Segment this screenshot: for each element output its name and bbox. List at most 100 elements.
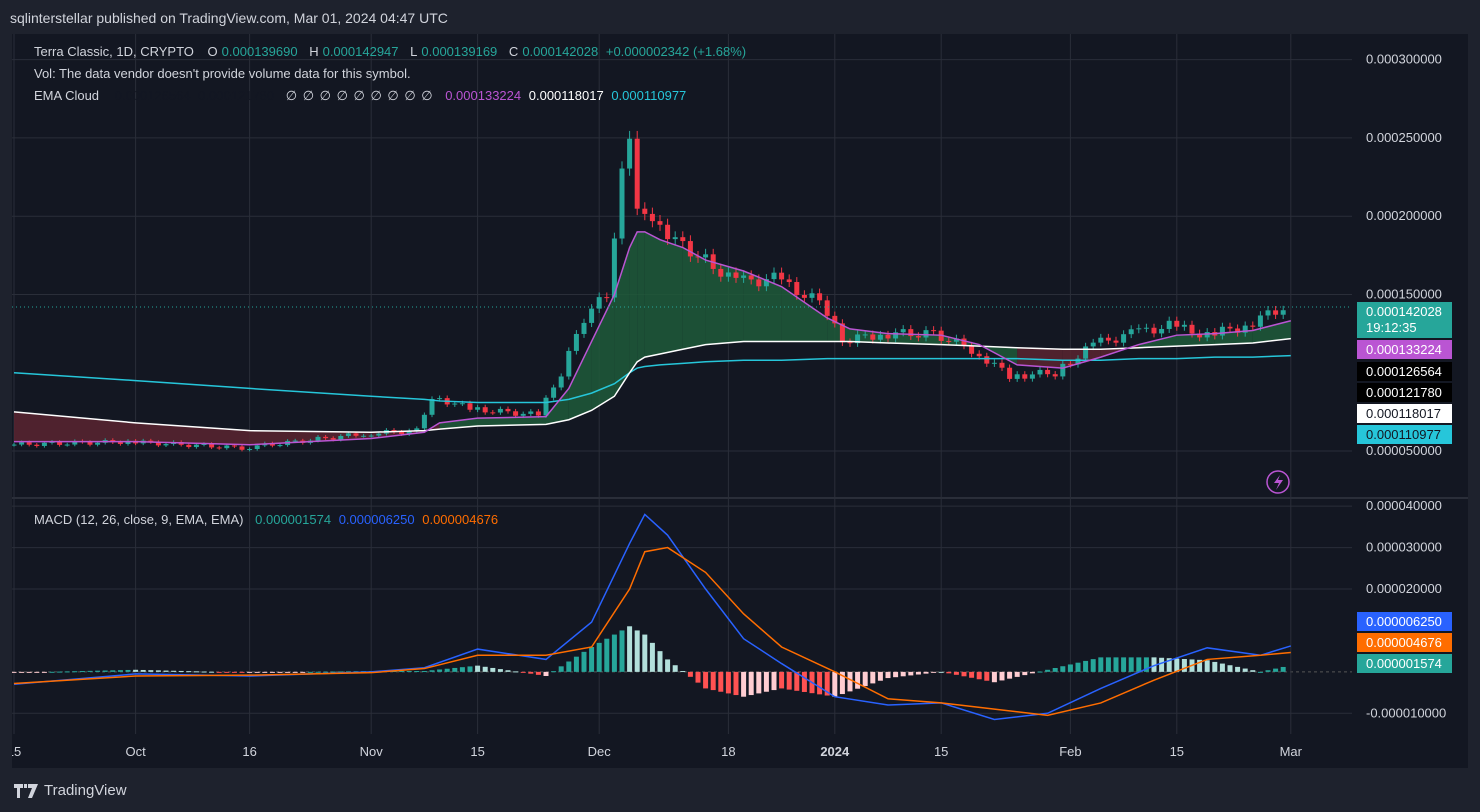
macd-hist-bar	[581, 651, 587, 672]
macd-hist-bar	[133, 669, 139, 672]
candle-body	[627, 138, 633, 169]
candle-body	[847, 342, 853, 344]
candle-body	[277, 445, 283, 447]
candle-body	[125, 440, 131, 444]
candle-body	[505, 408, 511, 412]
candle-body	[1128, 329, 1134, 335]
ema-cloud-segment	[477, 416, 546, 426]
candle-body	[1257, 315, 1263, 327]
candle-body	[991, 362, 997, 364]
candle-body	[649, 213, 655, 222]
macd-hist-bar	[231, 671, 237, 673]
candle-body	[414, 428, 420, 431]
macd-hist-bar	[953, 671, 959, 675]
macd-hist-bar	[877, 671, 883, 681]
legend-macd: MACD (12, 26, close, 9, EMA, EMA) 0.0000…	[34, 512, 502, 527]
macd-hist-bar	[870, 671, 876, 684]
macd-hist-bar	[771, 671, 777, 691]
ema-cloud-segment	[14, 411, 136, 442]
candle-body	[900, 329, 906, 333]
macd-hist-tag: 0.000001574	[1357, 654, 1452, 673]
macd-hist-bar	[72, 671, 78, 673]
macd-hist-bar	[338, 671, 344, 673]
time-tick-label: 18	[721, 744, 735, 759]
chart-frame[interactable]: 0.000300000 0.000250000 0.000200000 0.00015…	[12, 34, 1468, 768]
macd-hist-bar	[862, 671, 868, 687]
candle-body	[1007, 367, 1013, 379]
candle-body	[581, 322, 587, 334]
macd-hist-bar	[680, 671, 686, 673]
candle-body	[748, 275, 754, 280]
candle-body	[1189, 324, 1195, 334]
time-tick-label: Feb	[1059, 744, 1081, 759]
candle-body	[855, 334, 861, 344]
tradingview-logo-icon	[14, 783, 38, 798]
candle-body	[687, 241, 693, 257]
macd-hist-bar	[1098, 657, 1104, 672]
candle-body	[330, 438, 336, 440]
ema-slow1-tag: 0.000118017	[1357, 404, 1452, 423]
macd-label[interactable]: MACD (12, 26, close, 9, EMA, EMA)	[34, 512, 244, 527]
ema-value-2: 0.000121780	[198, 88, 275, 103]
macd-hist-bar	[1151, 657, 1157, 672]
macd-hist-bar	[459, 667, 465, 672]
candle-body	[763, 279, 769, 287]
candle-body	[12, 444, 17, 446]
candle-body	[1280, 310, 1286, 315]
candle-body	[566, 350, 572, 377]
macd-hist-bar	[285, 671, 291, 673]
macd-hist-bar	[718, 671, 724, 692]
macd-hist-bar	[1128, 657, 1134, 672]
candle-body	[34, 444, 40, 446]
ema-value-5: 0.000110977	[611, 88, 687, 103]
ema-cloud-segment	[637, 231, 645, 362]
candle-body	[908, 329, 914, 337]
low-value: 0.000139169	[421, 44, 498, 59]
macd-hist-bar	[209, 671, 215, 673]
time-tick-label: 16	[242, 744, 256, 759]
macd-hist-bar	[34, 671, 40, 673]
ema-value-3: 0.000133224	[445, 88, 522, 103]
ema-cloud-label[interactable]: EMA Cloud	[34, 88, 100, 103]
macd-hist-bar	[984, 671, 990, 681]
macd-hist-bar	[710, 671, 716, 691]
macd-hist-bar	[186, 671, 192, 673]
candle-body	[201, 443, 207, 445]
macd-hist-bar	[95, 670, 101, 672]
candle-body	[877, 334, 883, 340]
macd-hist-bar	[1113, 657, 1119, 672]
macd-hist-bar	[1090, 659, 1096, 672]
candle-body	[756, 279, 762, 287]
macd-hist-bar	[1121, 657, 1127, 672]
macd-hist-bar	[140, 669, 146, 672]
candle-body	[794, 282, 800, 295]
ema-cloud-segment	[781, 286, 828, 342]
macd-hist-bar	[695, 671, 701, 683]
macd-hist-bar	[703, 671, 709, 689]
macd-hist-bar	[573, 656, 579, 672]
candle-body	[817, 293, 823, 301]
symbol-label[interactable]: Terra Classic, 1D, CRYPTO	[34, 44, 194, 59]
candle-body	[1143, 327, 1149, 329]
candle-body	[338, 435, 344, 440]
macd-hist-bar	[292, 671, 298, 673]
macd-hist-bar	[1037, 671, 1043, 673]
macd-hist-bar	[1273, 668, 1279, 672]
ema-value-4: 0.000118017	[528, 88, 604, 103]
macd-hist-bar	[1166, 658, 1172, 672]
open-label: O	[207, 44, 218, 59]
macd-hist-bar	[817, 671, 823, 695]
candle-body	[870, 334, 876, 340]
macd-hist-bar	[855, 671, 861, 689]
ema-cloud-segment	[591, 294, 615, 411]
macd-hist-bar	[1242, 668, 1248, 672]
macd-hist-bar	[155, 670, 161, 672]
close-label: C	[508, 44, 519, 59]
candle-body	[19, 442, 25, 445]
chart-canvas[interactable]: 0.000300000 0.000250000 0.000200000 0.00015…	[12, 34, 1468, 768]
macd-hist-bar	[41, 671, 47, 673]
tradingview-logo[interactable]: TradingView	[14, 782, 127, 799]
macd-hist-bar	[1075, 662, 1081, 672]
macd-hist-bar	[543, 671, 549, 676]
candle-body	[41, 442, 47, 446]
